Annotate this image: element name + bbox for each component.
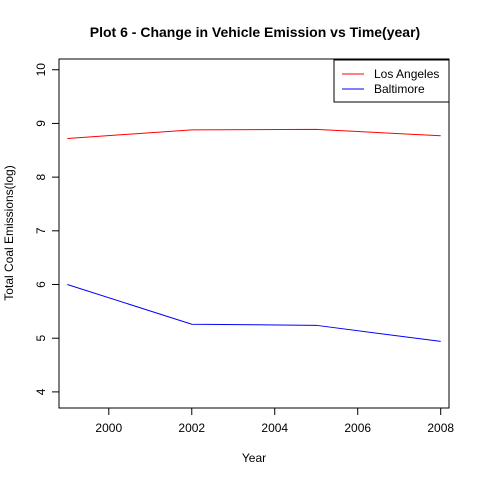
series-lines [67, 128, 441, 342]
series-line-los-angeles [67, 128, 441, 139]
y-tick-label: 5 [34, 335, 48, 342]
plot-area [58, 58, 450, 409]
x-tick-label: 2004 [261, 421, 288, 435]
x-axis-label: Year [242, 451, 266, 465]
chart-title: Plot 6 - Change in Vehicle Emission vs T… [90, 24, 420, 40]
y-tick-label: 7 [34, 227, 48, 234]
y-tick-label: 6 [34, 281, 48, 288]
legend-label: Baltimore [374, 82, 425, 96]
x-axis: 2000 2002 2004 2006 2008 [95, 408, 454, 435]
y-tick-label: 9 [34, 120, 48, 127]
x-tick-label: 2000 [95, 421, 122, 435]
y-axis: 4 5 6 7 8 9 10 [34, 63, 59, 395]
y-axis-label: Total Coal Emissions(log) [2, 165, 16, 300]
x-tick-label: 2006 [344, 421, 371, 435]
legend-label: Los Angeles [374, 67, 439, 81]
legend-box [333, 59, 450, 103]
plot-frame [58, 58, 450, 409]
y-tick-label: 8 [34, 173, 48, 180]
y-tick-label: 4 [34, 388, 48, 395]
x-tick-label: 2008 [427, 421, 454, 435]
x-tick-label: 2002 [178, 421, 205, 435]
y-tick-label: 10 [34, 63, 48, 77]
series-line-baltimore [67, 284, 441, 342]
